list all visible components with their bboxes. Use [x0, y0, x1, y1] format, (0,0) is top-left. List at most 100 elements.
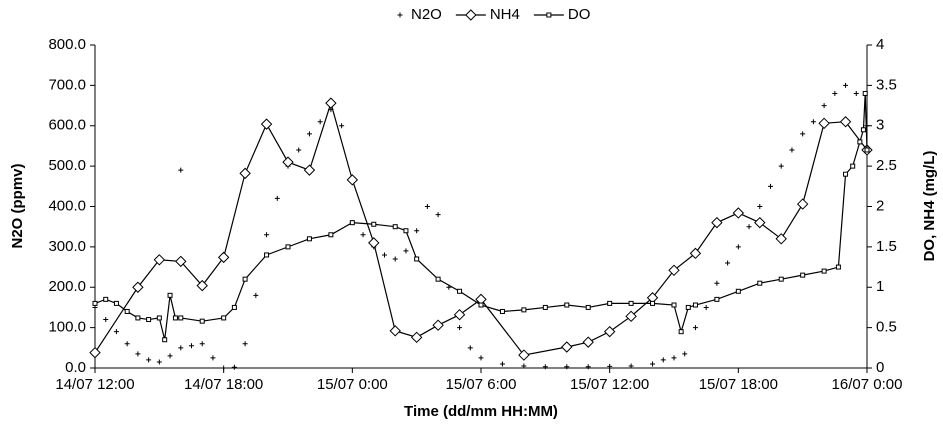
marker-plus	[682, 351, 688, 357]
legend-label: NH4	[490, 6, 520, 23]
marker-square	[349, 220, 355, 226]
x-tick-label: 15/07 12:00	[570, 376, 649, 393]
marker-square	[671, 302, 677, 308]
marker-square	[835, 264, 841, 270]
marker-plus	[242, 341, 248, 347]
marker-diamond	[689, 247, 702, 260]
marker-diamond	[153, 254, 166, 266]
y2-tick-label: 3.5	[876, 76, 897, 93]
y2-tick-label: 3	[876, 117, 884, 134]
marker-square	[735, 288, 741, 294]
marker-plus	[231, 364, 237, 370]
marker-plus	[478, 355, 484, 361]
marker-plus	[757, 204, 763, 209]
marker-square	[403, 228, 409, 234]
marker-square	[821, 268, 827, 274]
marker-plus	[585, 364, 591, 370]
y2-tick-label: 0.5	[876, 319, 897, 336]
marker-plus	[768, 183, 773, 189]
marker-square	[167, 292, 173, 298]
marker-plus	[821, 103, 827, 109]
marker-diamond	[389, 325, 401, 337]
marker-square	[285, 244, 291, 250]
y2-tick-label: 0	[876, 359, 884, 376]
marker-square	[392, 224, 398, 230]
marker-square	[678, 329, 684, 335]
marker-square	[542, 304, 548, 310]
marker-plus	[853, 90, 859, 96]
marker-diamond	[561, 341, 573, 353]
marker-diamond	[325, 97, 337, 109]
marker-square	[650, 300, 656, 306]
x-tick-label: 15/07 0:00	[317, 376, 388, 393]
marker-square	[178, 315, 184, 321]
marker-square	[478, 302, 484, 308]
marker-square	[457, 288, 463, 294]
marker-diamond	[217, 251, 230, 264]
marker-square	[800, 272, 806, 278]
marker-square	[435, 276, 441, 282]
marker-plus	[317, 119, 323, 125]
marker-plus	[178, 345, 184, 351]
marker-square	[757, 280, 763, 286]
marker-square	[264, 252, 270, 258]
marker-plus	[628, 363, 634, 369]
marker-plus	[253, 292, 259, 298]
marker-square	[521, 307, 527, 313]
marker-plus	[210, 355, 216, 361]
marker-diamond	[89, 346, 101, 359]
marker-plus	[403, 248, 409, 254]
marker-diamond	[711, 216, 723, 229]
marker-diamond	[368, 237, 380, 249]
marker-diamond	[668, 264, 680, 277]
marker-diamond	[582, 336, 594, 348]
marker-plus	[414, 228, 420, 234]
marker-plus	[103, 317, 109, 323]
marker-plus	[135, 351, 141, 357]
series-line	[94, 93, 868, 340]
marker-plus	[778, 163, 784, 169]
marker-square	[172, 315, 178, 321]
marker-square	[607, 300, 613, 306]
marker-square	[860, 127, 866, 133]
legend-label: N2O	[411, 6, 442, 23]
marker-diamond	[346, 174, 359, 186]
marker-square	[714, 296, 720, 302]
y2-axis-title: DO, NH4 (mg/L)	[921, 151, 938, 262]
marker-diamond	[839, 116, 852, 128]
marker-square	[306, 236, 312, 242]
marker-plus	[746, 224, 752, 230]
marker-square	[414, 256, 420, 262]
marker-plus	[178, 167, 184, 173]
marker-plus	[274, 195, 280, 201]
x-axis-title: Time (dd/mm HH:MM)	[404, 403, 558, 420]
marker-diamond	[132, 281, 144, 293]
marker-plus	[735, 244, 741, 250]
marker-square	[564, 302, 570, 308]
marker-square	[231, 304, 237, 310]
marker-diamond	[775, 233, 787, 245]
marker-diamond	[410, 331, 423, 344]
marker-square	[778, 276, 784, 282]
marker-diamond	[432, 319, 444, 331]
marker-square	[499, 308, 505, 314]
marker-plus	[864, 123, 870, 129]
marker-plus	[306, 131, 312, 137]
marker-plus	[457, 325, 463, 331]
marker-square	[546, 12, 552, 18]
marker-plus	[800, 131, 806, 137]
marker-square	[242, 276, 248, 282]
marker-plus	[392, 256, 398, 262]
marker-diamond	[175, 255, 187, 268]
marker-diamond	[796, 198, 809, 210]
marker-plus	[789, 147, 795, 153]
marker-plus	[542, 364, 548, 370]
marker-plus	[339, 123, 345, 129]
marker-square	[328, 232, 334, 238]
legend-label: DO	[568, 6, 591, 23]
marker-square	[843, 171, 849, 177]
x-tick-label: 16/07 0:00	[832, 376, 903, 393]
marker-square	[162, 337, 168, 343]
marker-diamond	[260, 118, 273, 130]
